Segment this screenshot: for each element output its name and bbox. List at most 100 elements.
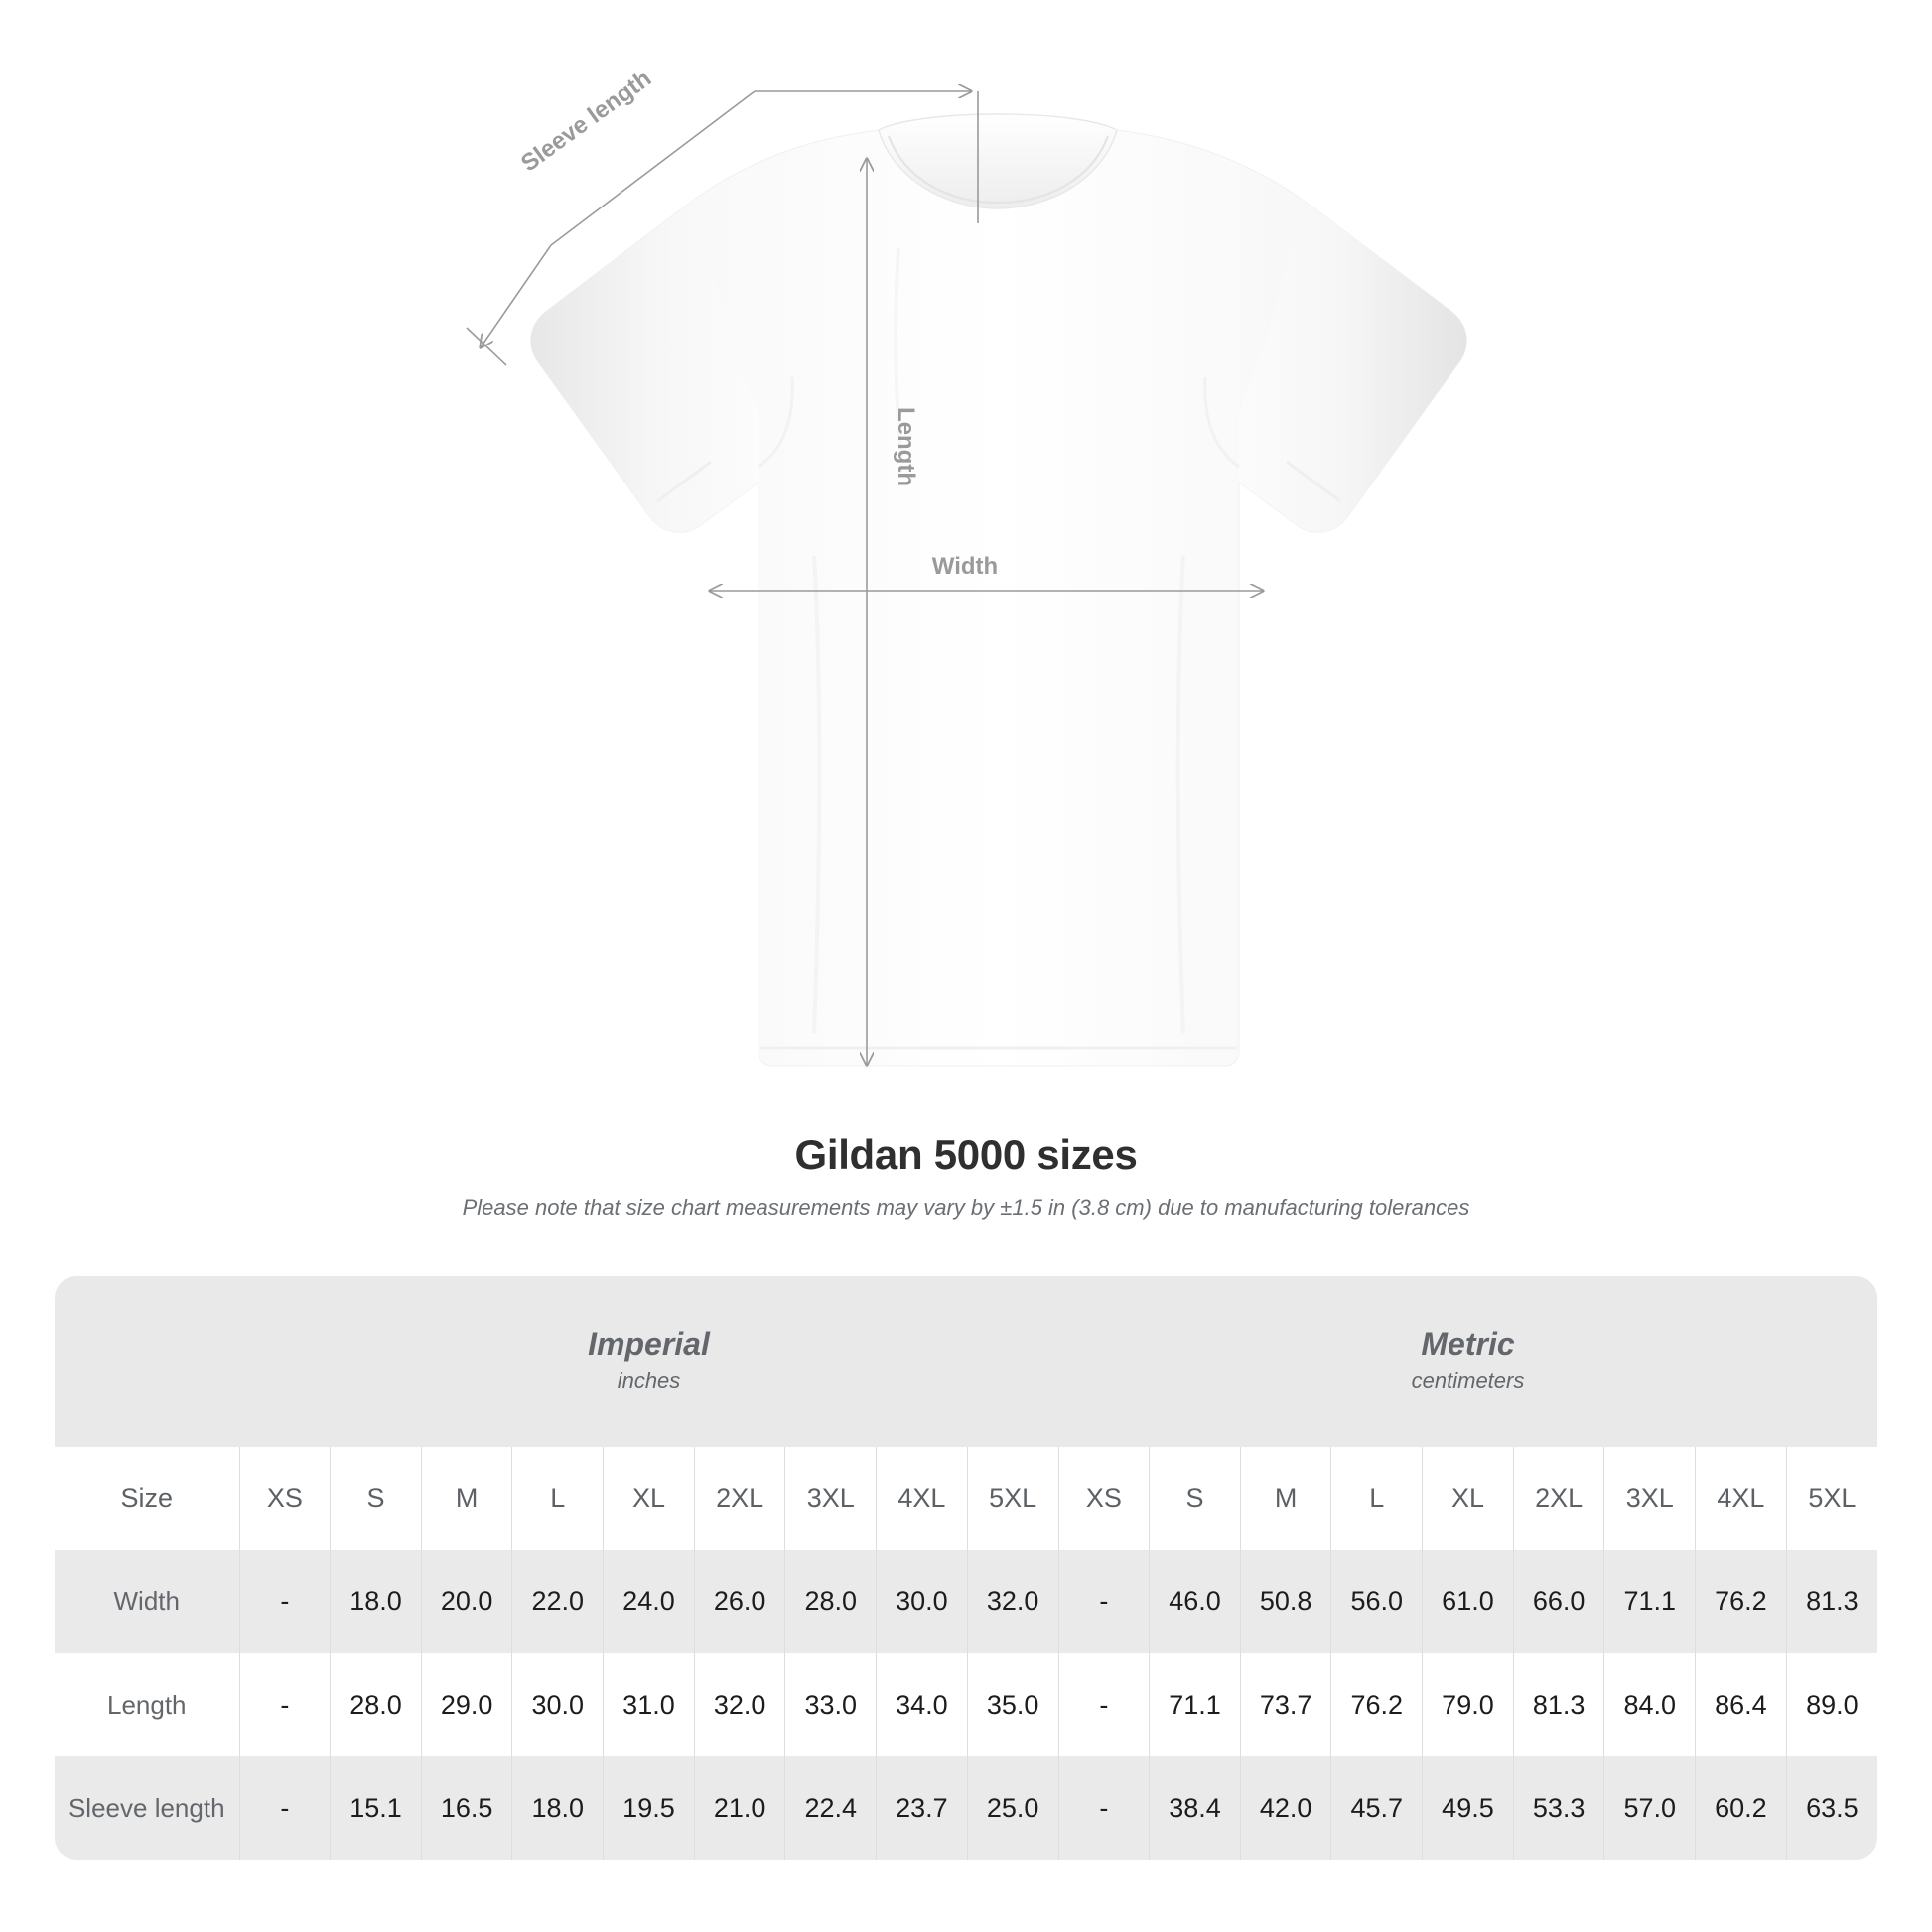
unit-banner-row: Imperial inches Metric centimeters: [55, 1276, 1877, 1447]
unit-group-imperial: Imperial inches: [239, 1276, 1058, 1447]
tshirt-body-shape: [530, 113, 1467, 1067]
size-column-header-imperial-l: L: [511, 1447, 604, 1550]
cell-length-metric-xs: -: [1057, 1653, 1150, 1756]
cell-width-imperial-xl: 24.0: [603, 1550, 695, 1653]
cell-length-imperial-m: 29.0: [420, 1653, 512, 1756]
size-column-header-imperial-2xl: 2XL: [693, 1447, 785, 1550]
cell-length-metric-l: 76.2: [1330, 1653, 1423, 1756]
cell-width-imperial-2xl: 26.0: [693, 1550, 785, 1653]
cell-sleeve-length-metric-3xl: 57.0: [1603, 1756, 1696, 1860]
cell-sleeve-length-metric-xl: 49.5: [1422, 1756, 1514, 1860]
cell-width-metric-m: 50.8: [1239, 1550, 1331, 1653]
size-column-header-metric-s: S: [1149, 1447, 1241, 1550]
cell-length-metric-s: 71.1: [1149, 1653, 1241, 1756]
cell-sleeve-length-metric-4xl: 60.2: [1695, 1756, 1787, 1860]
cell-length-metric-3xl: 84.0: [1603, 1653, 1696, 1756]
cell-length-imperial-2xl: 32.0: [693, 1653, 785, 1756]
table-row: Sleeve length -15.1 16.5 18.0 19.5 21.0 22.4 23…: [55, 1756, 1877, 1860]
size-column-header-metric-4xl: 4XL: [1695, 1447, 1787, 1550]
unit-group-sub: inches: [617, 1368, 681, 1394]
cell-sleeve-length-imperial-3xl: 22.4: [784, 1756, 877, 1860]
unit-group-name: Metric: [1421, 1326, 1515, 1363]
row-label-length: Length: [55, 1653, 239, 1756]
table-row: Length -28.0 29.0 30.0 31.0 32.0 33.0 34.0 35.0-…: [55, 1653, 1877, 1756]
tolerance-note: Please note that size chart measurements…: [462, 1195, 1470, 1221]
row-label-width: Width: [55, 1550, 239, 1653]
cell-length-imperial-xl: 31.0: [603, 1653, 695, 1756]
cell-length-imperial-s: 28.0: [330, 1653, 422, 1756]
cell-sleeve-length-metric-5xl: 63.5: [1785, 1756, 1877, 1860]
cell-sleeve-length-metric-s: 38.4: [1149, 1756, 1241, 1860]
cell-length-imperial-xs: -: [238, 1653, 331, 1756]
size-column-header-imperial-xl: XL: [603, 1447, 695, 1550]
size-column-header-imperial-xs: XS: [238, 1447, 331, 1550]
cell-width-imperial-s: 18.0: [330, 1550, 422, 1653]
size-column-header-imperial-5xl: 5XL: [966, 1447, 1058, 1550]
cell-sleeve-length-imperial-l: 18.0: [511, 1756, 604, 1860]
width-label: Width: [932, 553, 998, 580]
cell-sleeve-length-imperial-4xl: 23.7: [876, 1756, 968, 1860]
size-header-row: Size XS S M L XL 2XL 3XL 4XL 5XL XS S M L XL 2XL 3XL 4XL 5…: [55, 1447, 1877, 1550]
cell-length-metric-xl: 79.0: [1422, 1653, 1514, 1756]
size-column-header-metric-3xl: 3XL: [1603, 1447, 1696, 1550]
cell-width-metric-3xl: 71.1: [1603, 1550, 1696, 1653]
row-label-sleeve-length: Sleeve length: [55, 1756, 239, 1860]
size-column-header-metric-xs: XS: [1057, 1447, 1150, 1550]
cell-sleeve-length-metric-m: 42.0: [1239, 1756, 1331, 1860]
tshirt-diagram: Sleeve length Length Width: [466, 66, 1467, 1102]
cell-sleeve-length-imperial-2xl: 21.0: [693, 1756, 785, 1860]
size-column-header-metric-2xl: 2XL: [1512, 1447, 1604, 1550]
cell-sleeve-length-metric-2xl: 53.3: [1512, 1756, 1604, 1860]
sleeve-length-label: Sleeve length: [516, 66, 656, 178]
cell-width-imperial-xs: -: [238, 1550, 331, 1653]
unit-group-sub: centimeters: [1411, 1368, 1525, 1394]
cell-width-imperial-3xl: 28.0: [784, 1550, 877, 1653]
size-column-header-imperial-3xl: 3XL: [784, 1447, 877, 1550]
cell-width-metric-xl: 61.0: [1422, 1550, 1514, 1653]
size-chart-table-wrapper: Imperial inches Metric centimeters Size XS S M L…: [55, 1276, 1877, 1860]
cell-length-metric-4xl: 86.4: [1695, 1653, 1787, 1756]
sleeve-length-measure: [466, 91, 979, 366]
size-column-header-metric-m: M: [1239, 1447, 1331, 1550]
cell-width-metric-l: 56.0: [1330, 1550, 1423, 1653]
size-chart-table: Imperial inches Metric centimeters Size XS S M L…: [55, 1276, 1877, 1860]
cell-sleeve-length-imperial-xs: -: [238, 1756, 331, 1860]
cell-length-imperial-l: 30.0: [511, 1653, 604, 1756]
cell-length-imperial-3xl: 33.0: [784, 1653, 877, 1756]
unit-group-name: Imperial: [588, 1326, 710, 1363]
page-title: Gildan 5000 sizes: [794, 1131, 1138, 1177]
size-column-header-metric-xl: XL: [1422, 1447, 1514, 1550]
cell-length-metric-2xl: 81.3: [1512, 1653, 1604, 1756]
unit-group-metric: Metric centimeters: [1058, 1276, 1877, 1447]
cell-length-metric-m: 73.7: [1239, 1653, 1331, 1756]
cell-sleeve-length-imperial-m: 16.5: [420, 1756, 512, 1860]
cell-width-metric-4xl: 76.2: [1695, 1550, 1787, 1653]
size-column-header-imperial-s: S: [330, 1447, 422, 1550]
cell-sleeve-length-imperial-s: 15.1: [330, 1756, 422, 1860]
cell-width-imperial-4xl: 30.0: [876, 1550, 968, 1653]
cell-length-imperial-5xl: 35.0: [966, 1653, 1058, 1756]
chart-heading-block: Gildan 5000 sizes Please note that size …: [0, 1131, 1932, 1222]
size-column-header-metric-l: L: [1330, 1447, 1423, 1550]
cell-sleeve-length-metric-xs: -: [1057, 1756, 1150, 1860]
size-column-header-imperial-4xl: 4XL: [876, 1447, 968, 1550]
size-column-header-metric-5xl: 5XL: [1785, 1447, 1877, 1550]
cell-length-metric-5xl: 89.0: [1785, 1653, 1877, 1756]
table-row: Width -18.0 20.0 22.0 24.0 26.0 28.0 30.0 32.0-4…: [55, 1550, 1877, 1653]
cell-width-metric-5xl: 81.3: [1785, 1550, 1877, 1653]
cell-width-imperial-5xl: 32.0: [966, 1550, 1058, 1653]
length-label: Length: [893, 407, 919, 486]
cell-sleeve-length-imperial-xl: 19.5: [603, 1756, 695, 1860]
cell-width-metric-xs: -: [1057, 1550, 1150, 1653]
size-column-header-imperial-m: M: [420, 1447, 512, 1550]
size-header-label: Size: [55, 1447, 239, 1550]
tshirt-illustration: Sleeve length Length Width: [466, 66, 1467, 1102]
cell-width-imperial-m: 20.0: [420, 1550, 512, 1653]
unit-banner-spacer: [55, 1276, 239, 1447]
cell-width-metric-s: 46.0: [1149, 1550, 1241, 1653]
cell-length-imperial-4xl: 34.0: [876, 1653, 968, 1756]
cell-sleeve-length-metric-l: 45.7: [1330, 1756, 1423, 1860]
cell-sleeve-length-imperial-5xl: 25.0: [966, 1756, 1058, 1860]
cell-width-imperial-l: 22.0: [511, 1550, 604, 1653]
cell-width-metric-2xl: 66.0: [1512, 1550, 1604, 1653]
